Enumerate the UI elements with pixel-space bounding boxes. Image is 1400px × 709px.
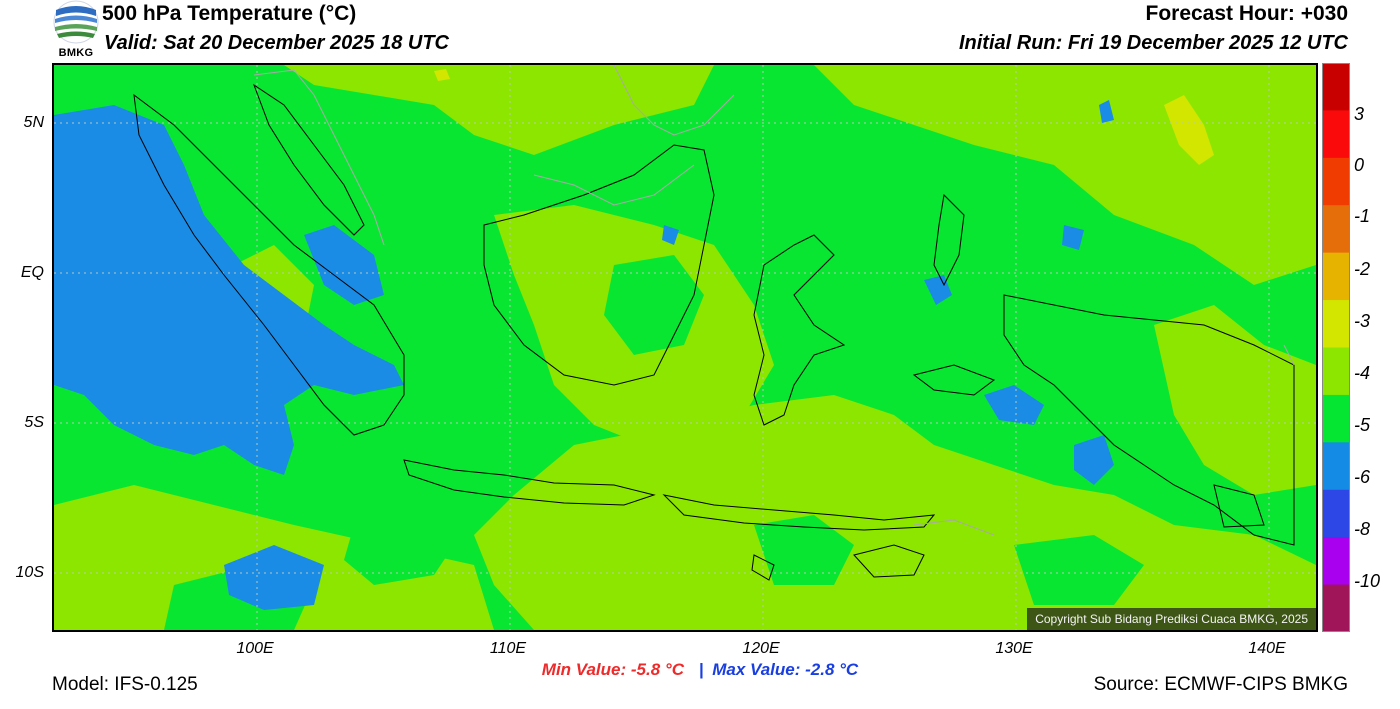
- logo-text: BMKG: [58, 47, 94, 59]
- field-yellow-patches: [434, 69, 1214, 165]
- min-max-separator: |: [698, 660, 704, 679]
- colorbar-swatch: [1322, 205, 1350, 254]
- min-max-values: Min Value: -5.8 °C | Max Value: -2.8 °C: [0, 660, 1400, 680]
- x-label-120e: 120E: [742, 640, 780, 657]
- field-blue-regions: [54, 100, 1114, 610]
- source-label: Source: ECMWF-CIPS BMKG: [1093, 674, 1348, 695]
- colorbar-label: 0: [1354, 155, 1365, 175]
- colorbar-label: -8: [1354, 519, 1371, 539]
- y-label-5n: 5N: [23, 114, 44, 131]
- colorbar-label: 3: [1354, 104, 1365, 124]
- copyright-notice: Copyright Sub Bidang Prediksi Cuaca BMKG…: [1027, 608, 1316, 630]
- colorbar-label: -2: [1354, 259, 1371, 279]
- grid-lines: [54, 65, 1316, 630]
- colorbar-swatches: [1322, 63, 1350, 633]
- x-label-130e: 130E: [995, 640, 1033, 657]
- colorbar-swatch: [1322, 584, 1350, 633]
- country-borders: [253, 65, 1295, 536]
- colorbar-swatch: [1322, 110, 1350, 159]
- model-label: Model: IFS-0.125: [52, 674, 198, 695]
- min-value: Min Value: -5.8 °C: [541, 660, 684, 679]
- initial-run: Initial Run: Fri 19 December 2025 12 UTC: [958, 32, 1348, 54]
- x-label-110e: 110E: [489, 640, 527, 657]
- x-label-100e: 100E: [236, 640, 274, 657]
- colorbar-border: [1322, 63, 1350, 632]
- colorbar-swatch: [1322, 63, 1350, 111]
- x-label-140e: 140E: [1248, 640, 1286, 657]
- valid-time: Valid: Sat 20 December 2025 18 UTC: [104, 32, 449, 54]
- temperature-map[interactable]: Copyright Sub Bidang Prediksi Cuaca BMKG…: [52, 63, 1318, 632]
- colorbar-label: -4: [1354, 363, 1371, 383]
- colorbar-swatch: [1322, 489, 1350, 538]
- colorbar-swatch: [1322, 394, 1350, 443]
- colorbar-swatch: [1322, 442, 1350, 491]
- colorbar-swatch: [1322, 252, 1350, 301]
- y-label-5s: 5S: [24, 414, 44, 431]
- colorbar-swatch: [1322, 300, 1350, 348]
- coastlines: [133, 83, 1295, 581]
- colorbar-label: -3: [1354, 311, 1371, 331]
- colorbar: [1322, 63, 1350, 633]
- bmkg-logo: [52, 0, 100, 60]
- y-label-eq: EQ: [20, 264, 44, 281]
- colorbar-label: -6: [1354, 467, 1371, 487]
- colorbar-label: -1: [1354, 206, 1371, 226]
- colorbar-label: -10: [1354, 571, 1381, 591]
- field-green-patches: [164, 255, 1144, 630]
- y-label-10s: 10S: [15, 564, 44, 581]
- chart-title: 500 hPa Temperature (°C): [102, 2, 357, 25]
- forecast-hour: Forecast Hour: +030: [1145, 2, 1349, 25]
- colorbar-swatch: [1322, 537, 1350, 586]
- colorbar-label: -5: [1354, 415, 1371, 435]
- map-canvas: [54, 65, 1316, 630]
- colorbar-swatch: [1322, 347, 1350, 396]
- max-value: Max Value: -2.8 °C: [712, 660, 859, 679]
- colorbar-swatch: [1322, 157, 1350, 206]
